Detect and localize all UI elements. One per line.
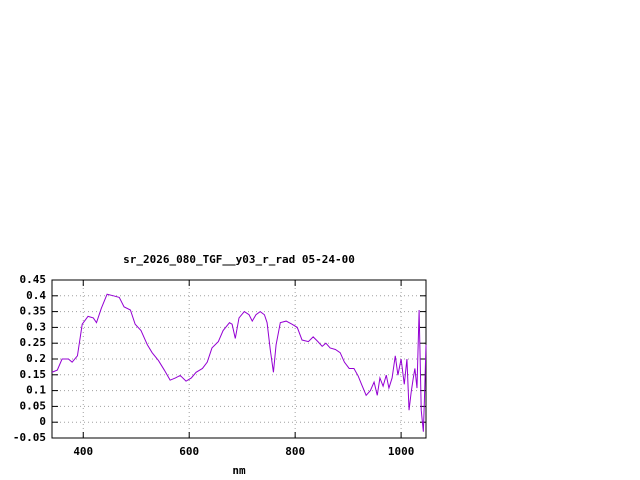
- y-tick-label: 0.05: [20, 399, 47, 412]
- x-tick-label: 400: [73, 445, 93, 458]
- y-tick-label: 0.3: [26, 320, 46, 333]
- x-axis-label: nm: [232, 464, 246, 477]
- y-tick-label: 0.45: [20, 273, 47, 286]
- y-tick-label: 0: [39, 415, 46, 428]
- chart-title: sr_2026_080_TGF__y03_r_rad 05-24-00: [123, 253, 355, 266]
- y-tick-label: -0.05: [13, 431, 46, 444]
- x-tick-label: 1000: [388, 445, 415, 458]
- y-tick-label: 0.2: [26, 352, 46, 365]
- y-tick-label: 0.4: [26, 289, 46, 302]
- y-tick-label: 0.35: [20, 305, 47, 318]
- y-tick-label: 0.25: [20, 336, 47, 349]
- x-tick-label: 600: [179, 445, 199, 458]
- x-tick-label: 800: [285, 445, 305, 458]
- y-tick-label: 0.1: [26, 384, 46, 397]
- y-tick-label: 0.15: [20, 368, 47, 381]
- data-line: [51, 293, 427, 432]
